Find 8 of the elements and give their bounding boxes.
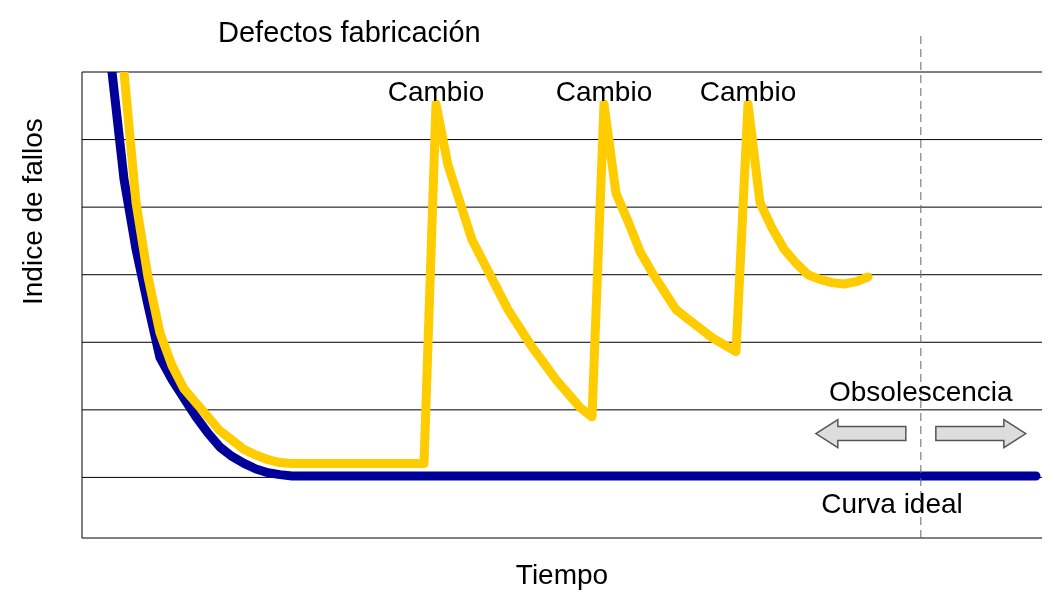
annotation: Cambio (555, 75, 653, 107)
annotation: Obsolescencia (829, 375, 1014, 407)
annotation: Cambio (699, 75, 797, 107)
x-axis-title: Tiempo (515, 559, 609, 590)
chart-title: Defectos fabricación (218, 16, 481, 49)
annotation: Cambio (387, 75, 485, 107)
y-axis-title: Indice de fallos (16, 118, 48, 305)
series-label: Curva ideal (821, 488, 963, 520)
